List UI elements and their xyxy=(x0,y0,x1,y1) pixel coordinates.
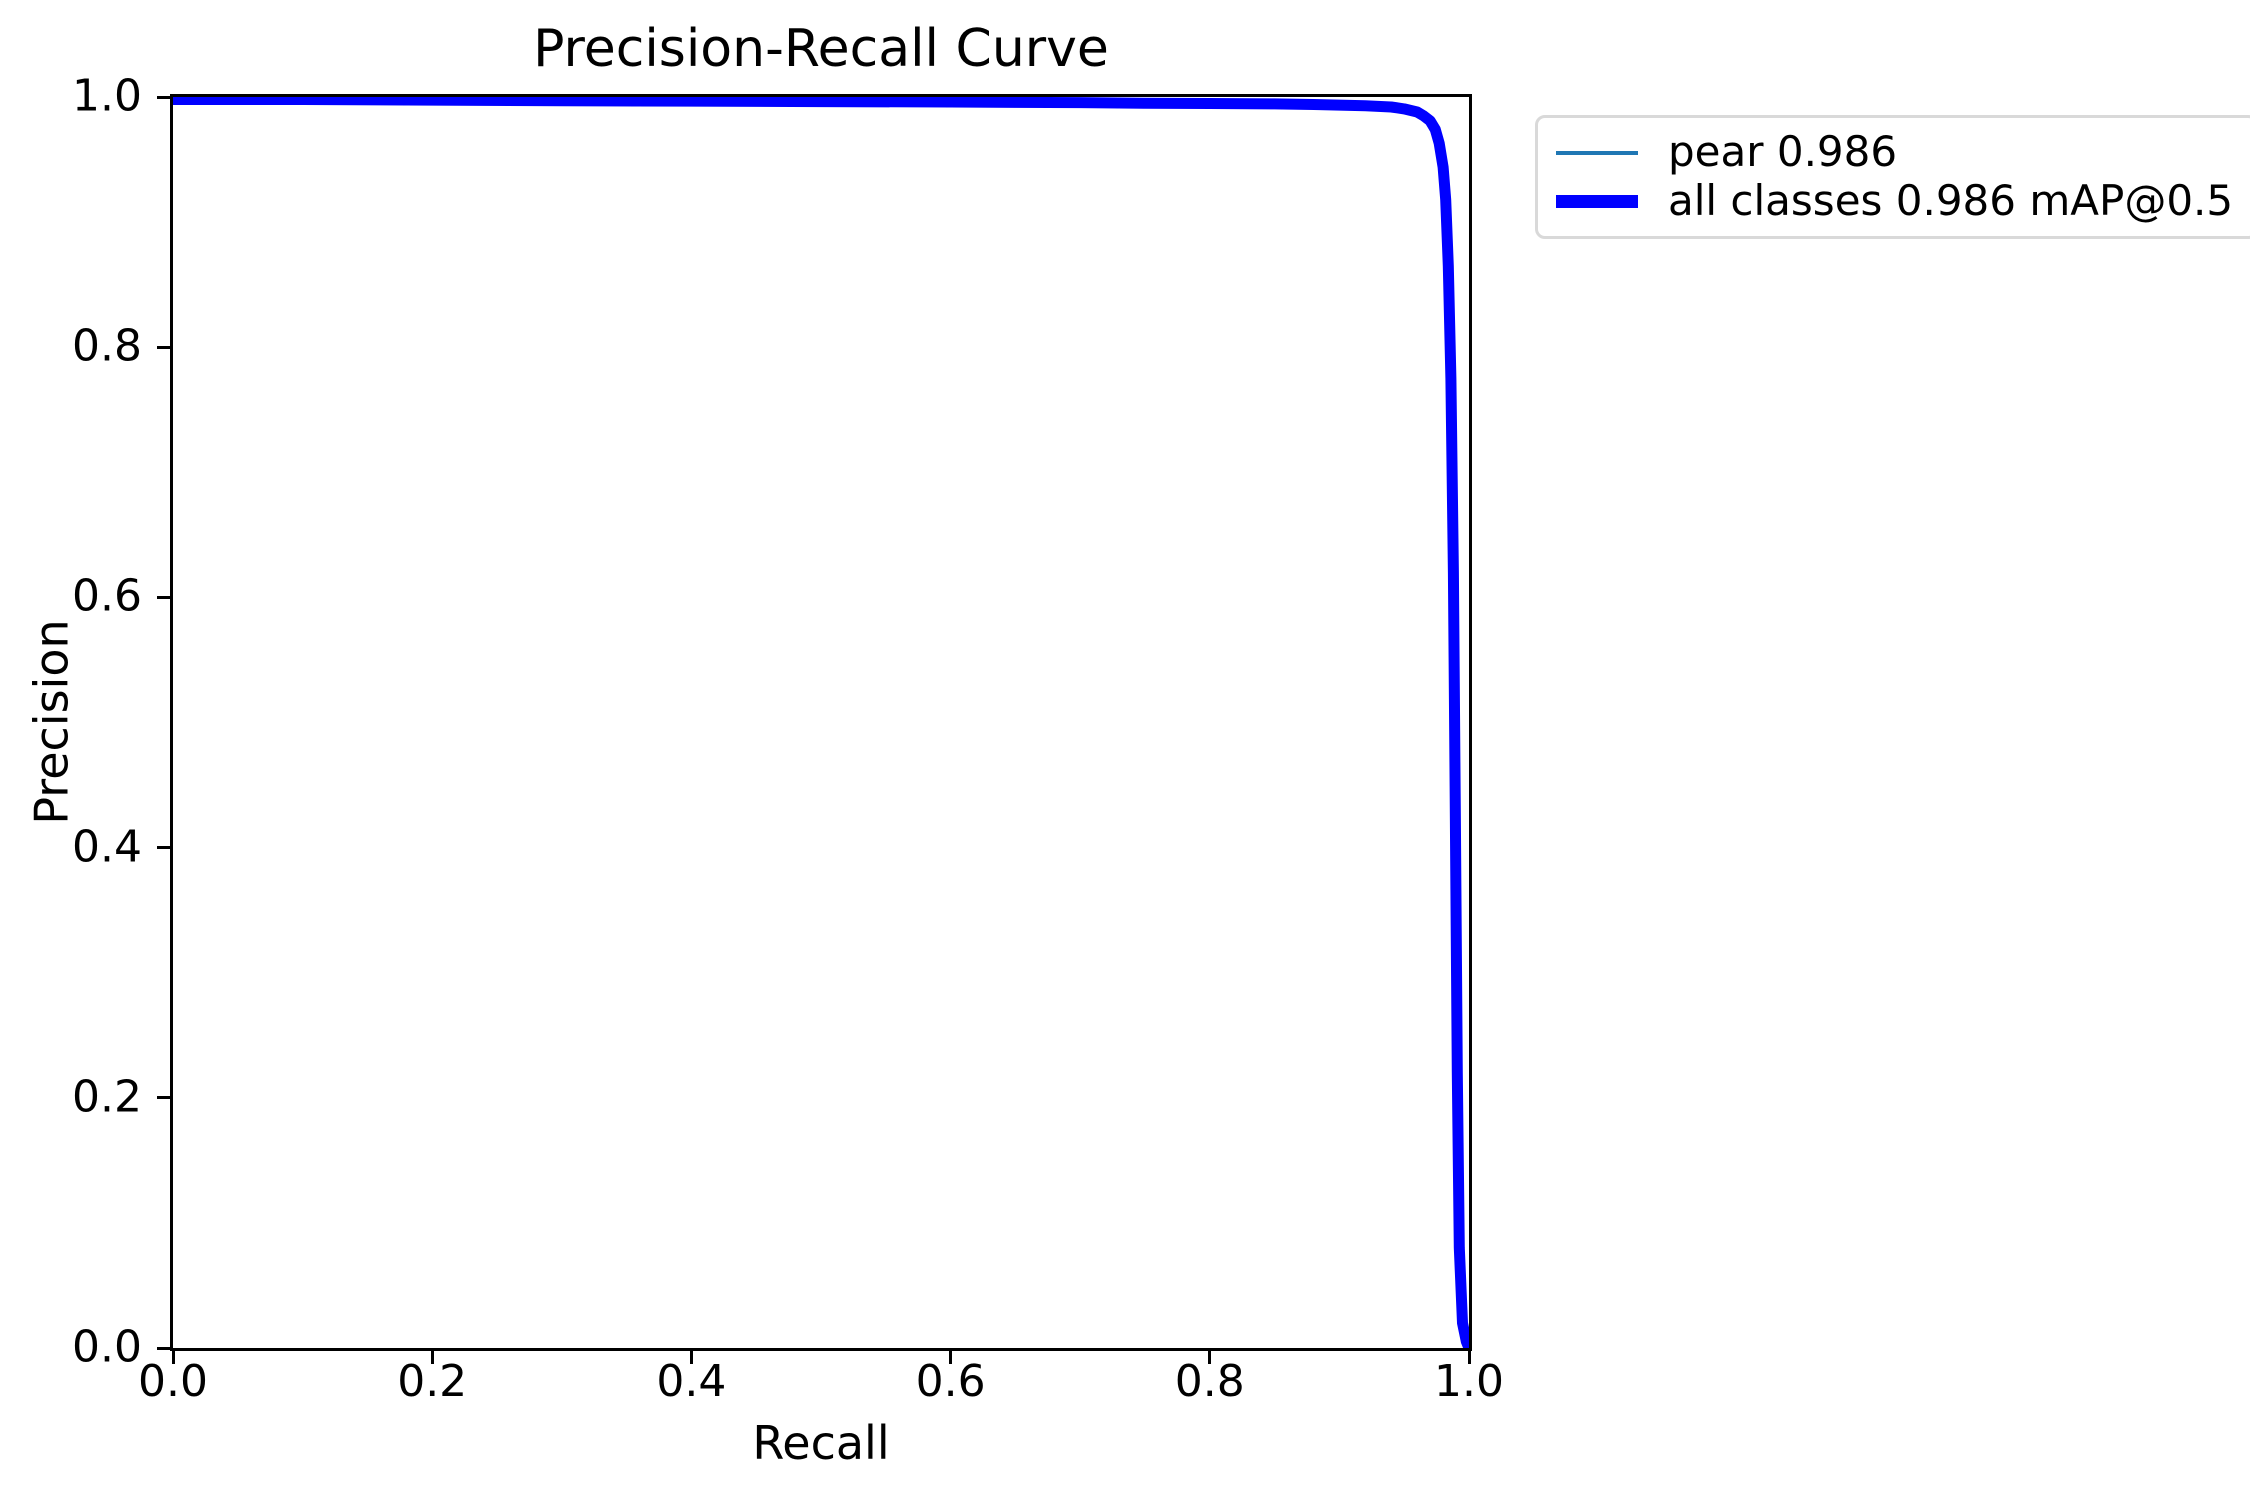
y-tick-mark xyxy=(157,345,170,349)
chart-title: Precision-Recall Curve xyxy=(533,19,1109,79)
legend-item-label: pear 0.986 xyxy=(1668,127,1898,177)
x-tick-mark xyxy=(1208,1351,1212,1364)
y-tick-mark xyxy=(157,1096,170,1100)
legend-item: pear 0.986 xyxy=(1556,128,2233,177)
pr-curve-all xyxy=(173,97,1469,1348)
x-tick-mark xyxy=(171,1351,175,1364)
y-axis-label: Precision xyxy=(24,619,79,825)
y-tick-label: 1.0 xyxy=(72,70,142,122)
y-tick-label: 0.0 xyxy=(72,1321,142,1373)
x-tick-mark xyxy=(430,1351,434,1364)
x-tick-label: 0.4 xyxy=(656,1356,727,1407)
y-tick-mark xyxy=(157,1346,170,1350)
x-tick-label: 0.0 xyxy=(138,1356,208,1407)
y-tick-mark xyxy=(157,846,170,850)
y-tick-label: 0.8 xyxy=(72,320,142,372)
y-tick-label: 0.4 xyxy=(72,821,142,873)
x-tick-mark xyxy=(949,1351,953,1364)
pr-curve-pear xyxy=(173,98,1469,1348)
legend-item-label: all classes 0.986 mAP@0.5 xyxy=(1668,176,2234,226)
legend-line-sample-icon xyxy=(1556,150,1638,155)
y-tick-label: 0.2 xyxy=(72,1071,142,1123)
legend-line-sample-icon xyxy=(1556,195,1638,208)
y-tick-mark xyxy=(157,95,170,99)
x-tick-label: 0.2 xyxy=(397,1356,468,1407)
x-tick-label: 1.0 xyxy=(1434,1356,1504,1407)
legend-box: pear 0.986 all classes 0.986 mAP@0.5 xyxy=(1535,115,2250,239)
x-tick-label: 0.8 xyxy=(1174,1356,1245,1407)
x-tick-label: 0.6 xyxy=(915,1356,986,1407)
y-tick-mark xyxy=(157,595,170,599)
legend-item: all classes 0.986 mAP@0.5 xyxy=(1556,177,2233,226)
x-tick-mark xyxy=(1467,1351,1471,1364)
y-tick-label: 0.6 xyxy=(72,571,142,623)
plot-area xyxy=(170,94,1472,1351)
x-tick-mark xyxy=(689,1351,693,1364)
x-axis-label: Recall xyxy=(752,1416,890,1470)
pr-curves-canvas xyxy=(173,97,1469,1348)
